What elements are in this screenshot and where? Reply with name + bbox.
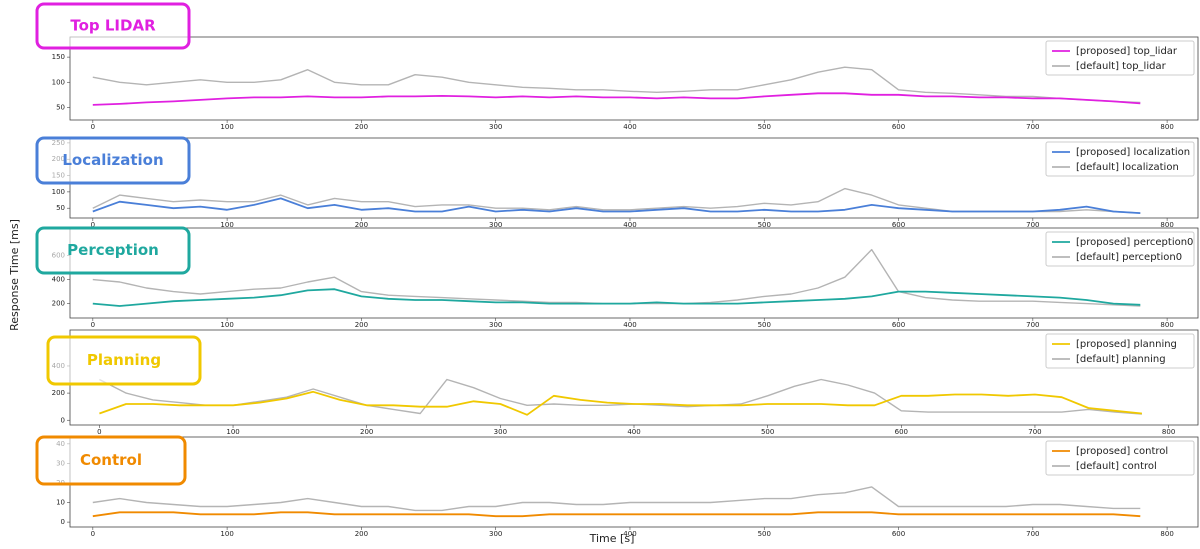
- panel-label-box: [35, 435, 187, 486]
- x-tick-label: 100: [220, 530, 233, 538]
- y-tick-label: 400: [52, 276, 65, 284]
- y-tick-label: 10: [56, 499, 65, 507]
- panel-label: Perception: [67, 241, 159, 259]
- x-tick-label: 0: [91, 123, 95, 131]
- x-tick-label: 100: [220, 221, 233, 229]
- x-tick-label: 500: [758, 123, 771, 131]
- plot-frame: [69, 36, 1199, 121]
- x-tick-label: 0: [91, 321, 95, 329]
- series-line: [92, 288, 1141, 307]
- x-tick-label: 200: [355, 221, 368, 229]
- x-tick-label: 200: [360, 428, 373, 436]
- x-tick-label: 300: [489, 530, 502, 538]
- legend-box: [1045, 141, 1195, 177]
- series-line: [99, 390, 1142, 416]
- x-tick-label: 500: [758, 530, 771, 538]
- y-tick-label: 0: [61, 416, 65, 424]
- x-tick-label: 700: [1026, 321, 1039, 329]
- panel-label-box: [35, 136, 191, 185]
- legend-box: [1045, 40, 1195, 76]
- legend-label: [proposed] control: [1076, 446, 1168, 457]
- x-tick-label: 700: [1026, 530, 1039, 538]
- x-tick-label: 0: [91, 221, 95, 229]
- panel-label-box: [35, 226, 191, 275]
- x-tick-label: 100: [220, 321, 233, 329]
- panel-label: Planning: [87, 351, 161, 369]
- panel-label: Control: [80, 451, 142, 469]
- x-tick-label: 800: [1160, 321, 1173, 329]
- x-tick-label: 400: [623, 321, 636, 329]
- legend-label: [default] localization: [1076, 162, 1179, 173]
- x-tick-label: 600: [892, 123, 905, 131]
- series-line: [92, 511, 1141, 518]
- panel-label: Top LIDAR: [70, 17, 156, 35]
- x-tick-label: 700: [1028, 428, 1041, 436]
- series-line: [92, 486, 1141, 512]
- y-tick-label: 200: [52, 300, 65, 308]
- x-tick-label: 400: [623, 221, 636, 229]
- x-tick-label: 300: [494, 428, 507, 436]
- x-tick-label: 0: [91, 530, 95, 538]
- y-tick-label: 100: [52, 188, 65, 196]
- x-tick-label: 100: [220, 123, 233, 131]
- x-tick-label: 500: [758, 321, 771, 329]
- x-axis-label: Time [s]: [589, 532, 635, 545]
- x-tick-label: 0: [97, 428, 101, 436]
- y-tick-label: 150: [52, 53, 65, 61]
- legend-label: [default] perception0: [1076, 252, 1182, 263]
- x-tick-label: 800: [1160, 530, 1173, 538]
- legend-label: [default] top_lidar: [1076, 61, 1167, 72]
- y-tick-label: 50: [56, 204, 65, 212]
- legend-label: [proposed] localization: [1076, 147, 1190, 158]
- legend-box: [1045, 333, 1195, 369]
- legend-label: [proposed] perception0: [1076, 237, 1193, 248]
- legend-box: [1045, 440, 1195, 476]
- x-tick-label: 500: [761, 428, 774, 436]
- y-tick-label: 0: [61, 518, 65, 526]
- x-tick-label: 600: [892, 321, 905, 329]
- x-tick-label: 700: [1026, 123, 1039, 131]
- x-tick-label: 300: [489, 123, 502, 131]
- plot-frame: [69, 227, 1199, 319]
- x-tick-label: 300: [489, 221, 502, 229]
- panel-label-box: [46, 335, 202, 386]
- series-line: [92, 92, 1141, 106]
- series-line: [99, 378, 1142, 415]
- panel-label-box: [35, 2, 191, 50]
- plot-frame: [69, 436, 1199, 528]
- panel-label: Localization: [62, 151, 163, 169]
- legend-label: [proposed] top_lidar: [1076, 46, 1178, 57]
- x-tick-label: 400: [627, 428, 640, 436]
- x-tick-label: 500: [758, 221, 771, 229]
- series-line: [92, 66, 1141, 104]
- plot-frame: [69, 137, 1199, 219]
- legend-box: [1045, 231, 1195, 267]
- y-tick-label: 100: [52, 78, 65, 86]
- series-line: [92, 197, 1141, 214]
- x-tick-label: 600: [892, 221, 905, 229]
- x-tick-label: 400: [623, 530, 636, 538]
- x-tick-label: 800: [1160, 123, 1173, 131]
- x-tick-label: 600: [892, 530, 905, 538]
- y-tick-label: 50: [56, 103, 65, 111]
- x-tick-label: 600: [895, 428, 908, 436]
- x-tick-label: 400: [623, 123, 636, 131]
- x-tick-label: 200: [355, 321, 368, 329]
- x-tick-label: 700: [1026, 221, 1039, 229]
- x-tick-label: 200: [355, 530, 368, 538]
- legend-label: [proposed] planning: [1076, 339, 1177, 350]
- x-tick-label: 800: [1160, 221, 1173, 229]
- legend-label: [default] control: [1076, 461, 1157, 472]
- plot-frame: [69, 329, 1199, 426]
- legend-label: [default] planning: [1076, 354, 1166, 365]
- x-tick-label: 100: [226, 428, 239, 436]
- x-tick-label: 800: [1162, 428, 1175, 436]
- y-axis-label: Response Time [ms]: [8, 219, 21, 331]
- x-tick-label: 200: [355, 123, 368, 131]
- x-tick-label: 300: [489, 321, 502, 329]
- y-tick-label: 200: [52, 389, 65, 397]
